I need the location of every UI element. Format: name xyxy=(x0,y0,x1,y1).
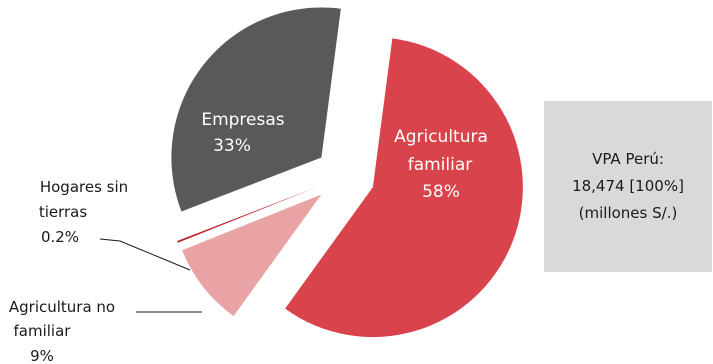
slice-label-no-familiar-name-2: familiar xyxy=(14,322,72,340)
slice-label-hogares-pct: 0.2% xyxy=(41,228,79,246)
slice-label-hogares-name-2: tierras xyxy=(39,203,88,221)
info-box-line-2: 18,474 [100%] xyxy=(572,177,684,195)
slice-label-empresas-pct: 33% xyxy=(213,136,251,156)
slice-label-familiar-name-2: familiar xyxy=(408,155,473,175)
slice-label-hogares-name-1: Hogares sin xyxy=(40,178,128,196)
info-box-line-1: VPA Perú: xyxy=(592,150,664,168)
info-box-line-3: (millones S/.) xyxy=(578,204,678,222)
pie-slices xyxy=(171,7,523,338)
slice-agricultura-familiar xyxy=(285,38,523,338)
slice-label-no-familiar-pct: 9% xyxy=(30,347,54,364)
slice-agricultura-no-familiar xyxy=(182,194,322,317)
slice-label-empresas-name: Empresas xyxy=(201,110,284,130)
slice-label-familiar-pct: 58% xyxy=(422,182,460,202)
slice-hogares-sin-tierras xyxy=(177,186,318,243)
info-box: VPA Perú: 18,474 [100%] (millones S/.) xyxy=(544,101,712,272)
slice-empresas xyxy=(171,7,341,212)
slice-label-familiar-name-1: Agricultura xyxy=(394,127,488,147)
leader-line-hogares xyxy=(99,238,191,271)
slice-label-no-familiar-name-1: Agricultura no xyxy=(9,298,115,316)
